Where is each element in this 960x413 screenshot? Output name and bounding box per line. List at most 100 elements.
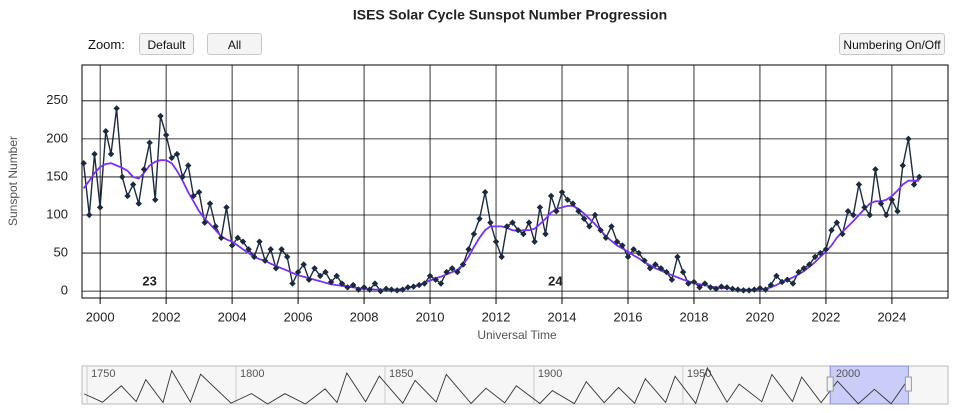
data-point xyxy=(657,265,665,272)
navigator-selection xyxy=(829,365,909,405)
data-point xyxy=(861,204,868,211)
data-point xyxy=(239,238,247,245)
navigator-handle xyxy=(826,376,834,392)
data-point xyxy=(795,268,802,276)
data-point xyxy=(124,192,131,200)
zoom-default-button[interactable]: Default xyxy=(139,33,194,55)
data-point xyxy=(173,150,181,158)
data-point xyxy=(218,234,225,242)
data-point xyxy=(850,211,857,219)
data-point xyxy=(536,204,544,211)
data-point xyxy=(349,281,357,289)
data-point xyxy=(894,207,901,215)
data-point xyxy=(751,286,758,293)
data-point xyxy=(382,285,390,293)
data-point xyxy=(212,223,219,230)
numbering-button[interactable]: Numbering On/Off xyxy=(839,33,945,55)
data-point xyxy=(608,223,615,230)
data-point xyxy=(690,278,698,286)
data-point xyxy=(366,286,373,293)
data-point xyxy=(767,281,775,289)
data-point xyxy=(602,234,610,242)
data-point xyxy=(855,181,863,188)
data-point xyxy=(234,234,241,242)
data-point xyxy=(129,181,137,188)
data-point xyxy=(729,285,736,293)
data-point xyxy=(679,268,687,276)
data-point xyxy=(734,286,742,293)
y-axis-title: Sunspot Number xyxy=(6,136,20,226)
data-point xyxy=(333,272,340,280)
data-point xyxy=(415,281,423,289)
data-point xyxy=(558,188,566,196)
y-tick-label: 0 xyxy=(61,283,68,298)
data-point xyxy=(624,253,632,261)
zoom-label: Zoom: xyxy=(88,37,125,52)
x-tick-label: 2018 xyxy=(680,309,709,324)
data-point xyxy=(476,215,483,223)
data-point xyxy=(580,215,588,223)
data-point xyxy=(228,242,236,249)
x-tick-label: 2004 xyxy=(218,309,247,324)
data-point xyxy=(828,227,835,234)
data-point xyxy=(569,200,577,207)
data-point xyxy=(168,154,175,162)
data-point xyxy=(344,284,351,291)
zoom-all-button[interactable]: All xyxy=(207,33,262,55)
data-point xyxy=(503,223,511,230)
data-point xyxy=(542,230,549,238)
data-point xyxy=(448,265,456,272)
data-point xyxy=(102,128,109,135)
navigator-tick-label: 1850 xyxy=(389,368,413,380)
x-tick-label: 2012 xyxy=(482,309,511,324)
data-point xyxy=(256,238,263,245)
x-tick-label: 2022 xyxy=(811,309,840,324)
data-point xyxy=(86,211,93,219)
data-point xyxy=(740,287,747,294)
data-point xyxy=(251,253,258,261)
data-point xyxy=(778,278,786,286)
data-point xyxy=(185,162,192,169)
plot-area xyxy=(81,64,949,299)
data-point xyxy=(355,286,362,293)
data-point xyxy=(437,280,445,287)
chart-title: ISES Solar Cycle Sunspot Number Progress… xyxy=(353,7,667,23)
data-point xyxy=(745,287,753,294)
data-point xyxy=(96,204,104,211)
x-tick-label: 2016 xyxy=(614,309,643,324)
data-point xyxy=(135,200,142,207)
data-point xyxy=(443,268,450,276)
data-point xyxy=(646,265,654,272)
data-point xyxy=(668,276,676,283)
data-point xyxy=(152,196,159,203)
data-point xyxy=(399,286,406,293)
navigator-line xyxy=(83,366,906,405)
data-point xyxy=(899,162,907,169)
data-point xyxy=(591,211,599,219)
data-point xyxy=(806,261,813,268)
data-point xyxy=(773,272,780,280)
x-tick-label: 2024 xyxy=(877,309,906,324)
data-point xyxy=(872,166,879,173)
data-point xyxy=(278,246,285,253)
y-tick-label: 50 xyxy=(54,245,68,260)
data-point xyxy=(784,276,791,283)
series-line xyxy=(82,108,920,292)
data-point xyxy=(525,219,533,226)
data-point xyxy=(195,188,203,196)
navigator-tick-label: 1750 xyxy=(91,368,115,380)
data-point xyxy=(261,257,269,264)
data-point xyxy=(839,230,846,238)
data-point xyxy=(514,227,522,234)
data-point xyxy=(905,135,912,143)
data-point xyxy=(756,284,764,292)
data-point xyxy=(762,286,769,293)
x-tick-label: 2002 xyxy=(152,309,181,324)
data-point xyxy=(789,280,797,287)
data-point xyxy=(201,219,208,226)
data-point xyxy=(421,280,428,287)
data-point xyxy=(393,287,401,294)
